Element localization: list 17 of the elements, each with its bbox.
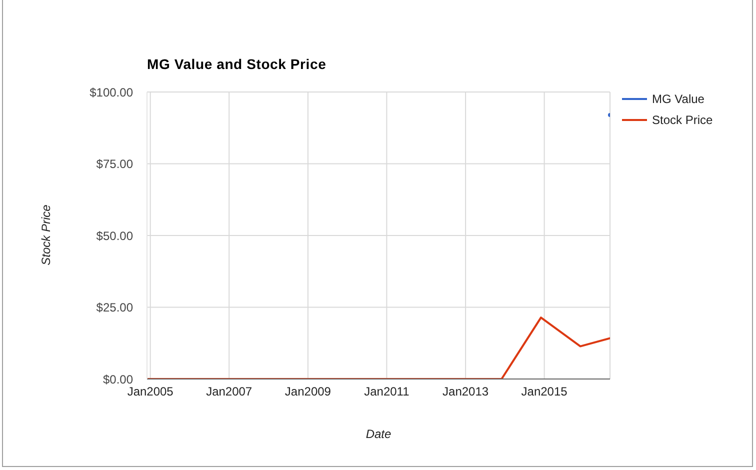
x-tick-label: Jan2005 <box>127 384 174 399</box>
y-tick-label: $100.00 <box>90 85 134 100</box>
x-tick-label: Jan2013 <box>442 384 489 399</box>
legend-label: MG Value <box>652 92 704 106</box>
x-tick-label: Jan2007 <box>206 384 252 399</box>
y-tick-label: $50.00 <box>96 228 134 243</box>
x-tick-label: Jan2011 <box>364 384 410 399</box>
y-tick-label: $75.00 <box>96 157 134 172</box>
x-axis-title: Date <box>366 427 392 441</box>
y-tick-label: $0.00 <box>102 372 134 386</box>
legend-label: Stock Price <box>652 112 713 126</box>
chart-title: MG Value and Stock Price <box>147 56 326 72</box>
y-tick-label: $25.00 <box>96 300 134 315</box>
x-tick-label: Jan2015 <box>521 384 568 399</box>
line-series <box>147 316 610 379</box>
y-axis-title: Stock Price <box>39 204 53 265</box>
x-tick-label: Jan2009 <box>284 384 332 399</box>
